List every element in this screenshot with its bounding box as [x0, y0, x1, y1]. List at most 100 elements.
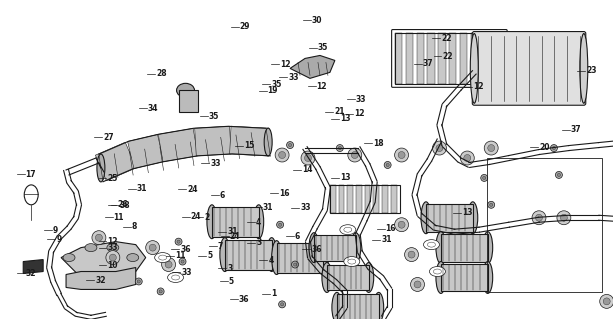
Text: 31: 31	[137, 184, 147, 193]
Ellipse shape	[97, 154, 105, 182]
Ellipse shape	[483, 232, 492, 264]
Ellipse shape	[488, 145, 495, 152]
Text: 37: 37	[423, 59, 433, 68]
Polygon shape	[290, 55, 335, 78]
Text: 12: 12	[354, 109, 365, 118]
Ellipse shape	[395, 148, 408, 162]
Text: 12: 12	[107, 237, 118, 246]
Text: 36: 36	[311, 245, 322, 254]
Ellipse shape	[351, 152, 359, 158]
Bar	[395, 33, 504, 84]
Ellipse shape	[107, 244, 119, 252]
Text: 1: 1	[271, 289, 276, 298]
Text: 31: 31	[381, 235, 392, 244]
Ellipse shape	[332, 292, 342, 320]
Ellipse shape	[532, 211, 546, 225]
Polygon shape	[23, 260, 43, 274]
Ellipse shape	[348, 259, 356, 264]
Text: 9: 9	[56, 235, 61, 244]
Ellipse shape	[429, 267, 445, 276]
Text: 2: 2	[204, 213, 209, 222]
Ellipse shape	[414, 281, 421, 288]
Ellipse shape	[600, 294, 613, 308]
Ellipse shape	[149, 244, 156, 251]
Polygon shape	[61, 242, 146, 277]
Text: 33: 33	[107, 243, 118, 252]
Text: 10: 10	[107, 261, 118, 270]
Bar	[406, 33, 413, 84]
Circle shape	[481, 174, 488, 181]
Circle shape	[293, 263, 297, 266]
Bar	[365, 185, 370, 213]
Ellipse shape	[436, 261, 446, 293]
Ellipse shape	[165, 261, 172, 268]
Text: 26: 26	[117, 200, 128, 209]
Text: 33: 33	[356, 95, 366, 104]
Circle shape	[384, 162, 391, 168]
Polygon shape	[158, 128, 198, 162]
Text: 22: 22	[441, 34, 452, 43]
Text: 11: 11	[175, 251, 185, 260]
Bar	[416, 33, 424, 84]
Ellipse shape	[344, 257, 360, 267]
Bar	[460, 33, 467, 84]
Ellipse shape	[344, 227, 352, 232]
Text: 5: 5	[228, 276, 234, 285]
Ellipse shape	[309, 233, 319, 262]
Ellipse shape	[322, 262, 332, 292]
Text: 3: 3	[227, 264, 233, 273]
Ellipse shape	[561, 214, 567, 221]
Bar	[330, 185, 336, 213]
Bar	[373, 185, 379, 213]
Text: 27: 27	[103, 132, 114, 141]
Circle shape	[281, 303, 284, 306]
Ellipse shape	[266, 238, 277, 271]
Circle shape	[175, 238, 182, 245]
Ellipse shape	[340, 225, 356, 235]
Ellipse shape	[398, 152, 405, 158]
Ellipse shape	[374, 292, 384, 320]
Ellipse shape	[468, 202, 478, 234]
Circle shape	[135, 278, 142, 285]
Ellipse shape	[161, 258, 176, 271]
Bar	[330, 185, 400, 213]
Text: 6: 6	[295, 232, 300, 241]
Ellipse shape	[63, 253, 75, 261]
Ellipse shape	[305, 155, 311, 162]
Text: 25: 25	[107, 174, 118, 183]
Text: 16: 16	[386, 224, 396, 233]
Ellipse shape	[432, 141, 446, 155]
Circle shape	[177, 240, 180, 243]
Text: 19: 19	[268, 86, 278, 95]
Ellipse shape	[177, 83, 195, 97]
Polygon shape	[95, 142, 136, 181]
Text: 5: 5	[207, 251, 212, 260]
Ellipse shape	[92, 231, 106, 244]
Text: 22: 22	[443, 52, 453, 61]
Ellipse shape	[171, 275, 179, 280]
Bar	[438, 33, 446, 84]
Text: 7: 7	[217, 242, 223, 251]
Text: 33: 33	[300, 203, 311, 212]
Ellipse shape	[126, 253, 139, 261]
Ellipse shape	[484, 141, 498, 155]
Ellipse shape	[421, 202, 431, 234]
Text: 37: 37	[571, 125, 581, 134]
Ellipse shape	[398, 221, 405, 228]
Circle shape	[386, 164, 389, 166]
Circle shape	[336, 145, 343, 152]
Ellipse shape	[279, 152, 286, 158]
Text: 35: 35	[271, 80, 282, 89]
Bar	[314, 235, 356, 260]
Text: 33: 33	[182, 268, 192, 277]
Ellipse shape	[557, 211, 571, 225]
Polygon shape	[230, 126, 269, 156]
Ellipse shape	[470, 34, 478, 103]
Bar	[488, 158, 602, 292]
Ellipse shape	[405, 248, 419, 261]
Bar	[427, 33, 435, 84]
Ellipse shape	[95, 234, 103, 241]
Text: 3: 3	[256, 238, 262, 247]
Bar	[441, 264, 488, 292]
Text: 18: 18	[373, 139, 384, 148]
